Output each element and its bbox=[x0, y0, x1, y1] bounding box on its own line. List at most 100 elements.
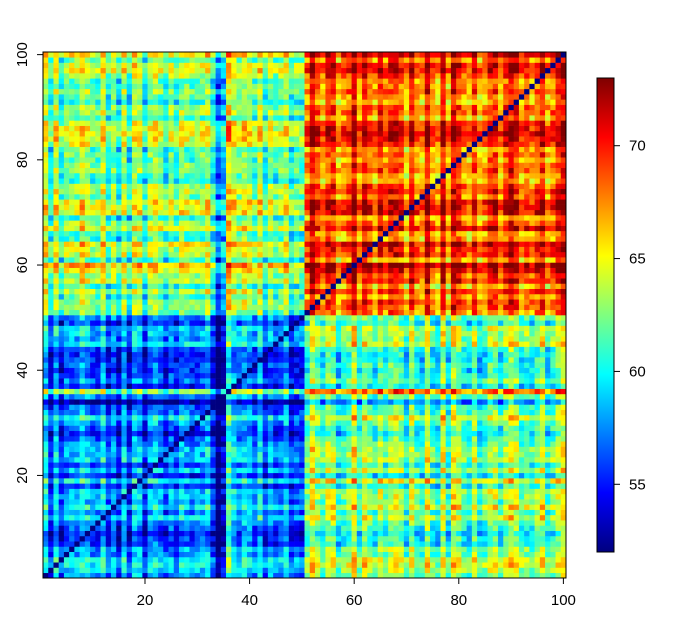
heatmap-cell bbox=[84, 562, 91, 568]
heatmap-cell bbox=[534, 546, 541, 552]
heatmap-cell bbox=[163, 478, 169, 484]
heatmap-cell bbox=[545, 336, 551, 342]
heatmap-cell bbox=[534, 320, 541, 326]
heatmap-cell bbox=[435, 478, 441, 484]
heatmap-cell bbox=[142, 483, 148, 489]
heatmap-cell bbox=[43, 430, 49, 437]
heatmap-cell bbox=[95, 514, 101, 521]
heatmap-cell bbox=[288, 546, 295, 552]
heatmap-cell bbox=[137, 393, 143, 400]
heatmap-cell bbox=[320, 372, 326, 379]
heatmap-cell bbox=[231, 320, 237, 326]
heatmap-cell bbox=[236, 325, 243, 332]
heatmap-cell bbox=[356, 478, 363, 484]
heatmap-cell bbox=[90, 525, 96, 531]
heatmap-cell bbox=[163, 541, 169, 547]
heatmap-cell bbox=[471, 467, 478, 474]
heatmap-cell bbox=[48, 546, 54, 552]
heatmap-cell bbox=[152, 357, 159, 363]
heatmap-cell bbox=[419, 325, 426, 332]
heatmap-cell bbox=[435, 362, 441, 368]
heatmap-cell bbox=[393, 499, 399, 505]
heatmap-cell bbox=[419, 409, 426, 416]
heatmap-cell bbox=[314, 393, 321, 400]
heatmap-cell bbox=[320, 562, 326, 568]
heatmap-cell bbox=[304, 457, 311, 463]
heatmap-cell bbox=[189, 462, 195, 468]
heatmap-cell bbox=[226, 530, 232, 537]
heatmap-cell bbox=[74, 372, 80, 379]
heatmap-cell bbox=[382, 457, 389, 463]
heatmap-cell bbox=[178, 562, 185, 568]
heatmap-cell bbox=[377, 420, 384, 426]
heatmap-cell bbox=[482, 551, 488, 558]
heatmap-cell bbox=[236, 336, 243, 342]
heatmap-cell bbox=[508, 320, 514, 326]
heatmap-cell bbox=[116, 409, 122, 416]
heatmap-cell bbox=[288, 430, 295, 437]
heatmap-cell bbox=[283, 357, 290, 363]
heatmap-cell bbox=[335, 435, 342, 442]
heatmap-cell bbox=[58, 472, 65, 479]
heatmap-cell bbox=[137, 420, 143, 426]
heatmap-cell bbox=[299, 567, 305, 574]
heatmap-cell bbox=[53, 509, 59, 516]
heatmap-cell bbox=[367, 499, 373, 505]
heatmap-cell bbox=[330, 404, 337, 410]
heatmap-cell bbox=[545, 399, 551, 405]
heatmap-cell bbox=[126, 478, 133, 484]
heatmap-cell bbox=[424, 362, 431, 368]
heatmap-cell bbox=[403, 488, 410, 495]
heatmap-cell bbox=[163, 441, 169, 447]
heatmap-cell bbox=[262, 372, 269, 379]
heatmap-cell bbox=[299, 362, 305, 368]
heatmap-cell bbox=[178, 425, 185, 432]
heatmap-cell bbox=[105, 493, 112, 500]
heatmap-cell bbox=[199, 478, 206, 484]
heatmap-cell bbox=[215, 336, 222, 342]
heatmap-cell bbox=[63, 409, 70, 416]
heatmap-cell bbox=[152, 478, 159, 484]
heatmap-cell bbox=[105, 556, 112, 563]
heatmap-cell bbox=[126, 457, 133, 463]
heatmap-cell bbox=[168, 357, 175, 363]
heatmap-cell bbox=[403, 435, 410, 442]
heatmap-cell bbox=[534, 399, 541, 405]
heatmap-cell bbox=[241, 425, 248, 432]
heatmap-cell bbox=[241, 336, 248, 342]
heatmap-cell bbox=[48, 541, 54, 547]
heatmap-cell bbox=[539, 446, 546, 453]
heatmap-cell bbox=[534, 457, 541, 463]
heatmap-cell bbox=[178, 420, 185, 426]
heatmap-cell bbox=[518, 546, 525, 552]
heatmap-cell bbox=[450, 315, 457, 321]
heatmap-cell bbox=[320, 336, 326, 342]
heatmap-cell bbox=[450, 414, 457, 421]
heatmap-cell bbox=[471, 409, 478, 416]
heatmap-cell bbox=[205, 378, 211, 384]
heatmap-cell bbox=[116, 567, 122, 574]
heatmap-cell bbox=[74, 551, 80, 558]
heatmap-cell bbox=[79, 441, 86, 447]
heatmap-cell bbox=[419, 372, 426, 379]
heatmap-cell bbox=[445, 499, 452, 505]
heatmap-cell bbox=[205, 320, 211, 326]
heatmap-cell bbox=[492, 315, 499, 321]
heatmap-cell bbox=[226, 336, 232, 342]
heatmap-cell bbox=[440, 546, 447, 552]
heatmap-cell bbox=[440, 499, 447, 505]
heatmap-cell bbox=[351, 493, 358, 500]
heatmap-cell bbox=[48, 383, 54, 389]
heatmap-cell bbox=[335, 372, 342, 379]
heatmap-cell bbox=[189, 404, 195, 410]
heatmap-cell bbox=[283, 393, 290, 400]
heatmap-cell bbox=[430, 441, 436, 447]
heatmap-cell bbox=[477, 472, 483, 479]
heatmap-cell bbox=[456, 478, 462, 484]
heatmap-cell bbox=[503, 420, 509, 426]
heatmap-cell bbox=[288, 462, 295, 468]
heatmap-cell bbox=[560, 330, 567, 337]
heatmap-cell bbox=[367, 509, 373, 516]
heatmap-cell bbox=[184, 572, 190, 579]
heatmap-cell bbox=[498, 383, 504, 389]
